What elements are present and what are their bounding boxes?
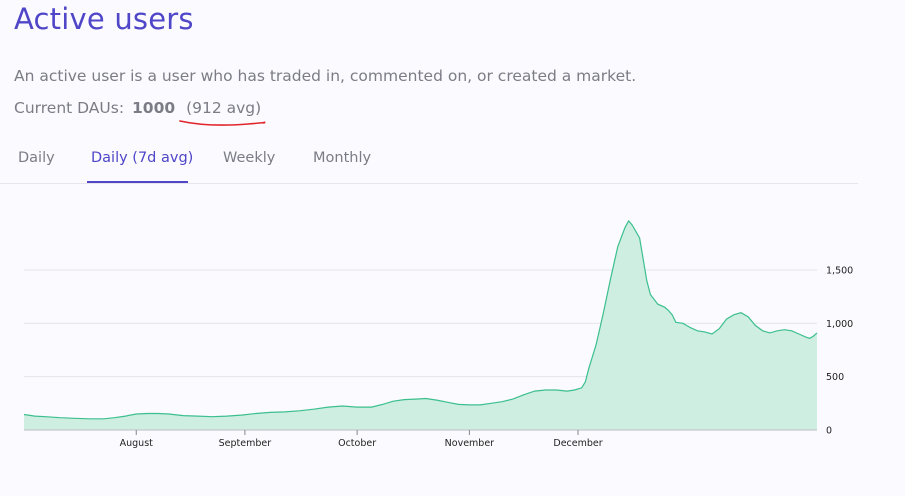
x-tick-label: November xyxy=(445,438,495,449)
tab-daily[interactable]: Daily xyxy=(18,150,55,166)
daus-value: 1000 xyxy=(132,99,176,117)
x-tick-label: September xyxy=(219,438,272,449)
page-title: Active users xyxy=(14,2,194,36)
tab-weekly[interactable]: Weekly xyxy=(223,150,276,166)
x-tick-label: December xyxy=(553,438,602,449)
chart-plot xyxy=(23,219,818,430)
chart-x-axis: August September October November December xyxy=(24,429,817,449)
series-line xyxy=(23,219,818,420)
tab-bar: Daily Daily (7d avg) Weekly Monthly xyxy=(0,141,858,184)
page-description: An active user is a user who has traded … xyxy=(14,67,637,85)
tab-daily-7d-avg[interactable]: Daily (7d avg) xyxy=(91,150,194,166)
y-tick-label: 0 xyxy=(826,426,832,437)
active-users-chart[interactable]: August September October November December 0… xyxy=(0,190,880,490)
daus-label: Current DAUs: xyxy=(14,99,125,117)
active-tab-indicator xyxy=(87,181,188,183)
series-area xyxy=(24,220,817,430)
y-tick-label: 500 xyxy=(826,372,844,383)
tab-monthly[interactable]: Monthly xyxy=(313,150,372,166)
red-underline-annotation xyxy=(179,120,266,126)
x-tick-label: October xyxy=(338,438,376,449)
daus-avg: (912 avg) xyxy=(186,99,262,117)
y-tick-label: 1,500 xyxy=(826,266,853,277)
x-tick-label: August xyxy=(120,438,154,449)
current-daus: Current DAUs: 1000 (912 avg) xyxy=(14,99,261,117)
y-tick-label: 1,000 xyxy=(826,319,853,330)
chart-y-axis: 0 500 1,000 1,500 xyxy=(826,266,853,437)
